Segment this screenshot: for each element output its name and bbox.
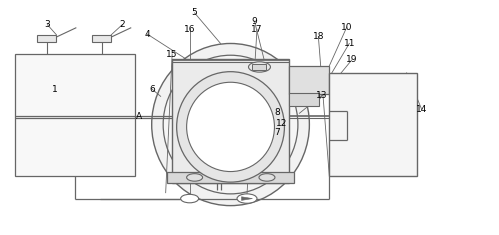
Text: 13: 13 bbox=[316, 91, 328, 100]
Text: 6: 6 bbox=[149, 85, 155, 94]
Bar bbox=[252, 64, 266, 70]
Text: 9: 9 bbox=[251, 17, 257, 26]
Text: 11: 11 bbox=[343, 39, 355, 48]
Bar bbox=[37, 35, 56, 42]
Text: 12: 12 bbox=[276, 119, 287, 128]
Text: A: A bbox=[136, 112, 142, 121]
Text: 19: 19 bbox=[346, 55, 358, 64]
Text: 16: 16 bbox=[184, 25, 196, 34]
Polygon shape bbox=[242, 197, 252, 200]
Text: 17: 17 bbox=[251, 25, 263, 34]
Bar bbox=[289, 66, 329, 94]
Circle shape bbox=[187, 174, 203, 181]
Text: 18: 18 bbox=[312, 32, 324, 41]
Ellipse shape bbox=[187, 82, 274, 172]
Text: 8: 8 bbox=[274, 108, 280, 117]
Ellipse shape bbox=[177, 72, 284, 182]
Circle shape bbox=[249, 62, 270, 72]
Circle shape bbox=[237, 194, 257, 203]
Ellipse shape bbox=[152, 43, 309, 206]
Bar bbox=[172, 59, 289, 183]
Circle shape bbox=[181, 194, 199, 203]
Text: 1: 1 bbox=[52, 85, 58, 94]
Ellipse shape bbox=[163, 55, 298, 194]
Bar bbox=[15, 54, 135, 176]
Bar bbox=[92, 35, 111, 42]
Text: 10: 10 bbox=[341, 23, 353, 31]
Text: 15: 15 bbox=[166, 50, 178, 59]
Text: 14: 14 bbox=[416, 105, 427, 114]
Circle shape bbox=[259, 174, 275, 181]
Text: 4: 4 bbox=[144, 30, 150, 39]
Bar bbox=[167, 172, 294, 183]
Text: 3: 3 bbox=[44, 20, 50, 29]
Text: 2: 2 bbox=[119, 20, 125, 29]
Bar bbox=[289, 93, 319, 106]
Text: 7: 7 bbox=[274, 128, 280, 137]
Text: 5: 5 bbox=[192, 8, 198, 17]
Bar bbox=[329, 73, 417, 176]
